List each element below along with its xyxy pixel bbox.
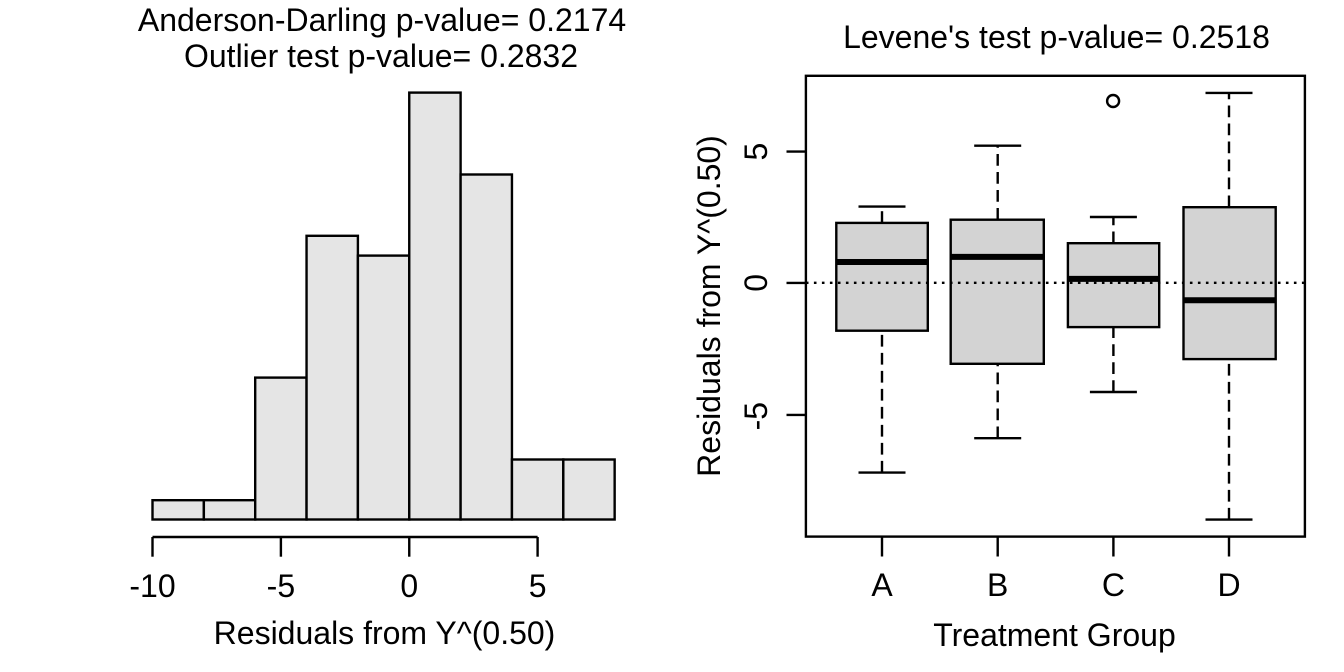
svg-text:D: D (1217, 567, 1240, 603)
svg-text:Anderson-Darling p-value= 0.21: Anderson-Darling p-value= 0.2174 (138, 2, 626, 38)
svg-text:Treatment Group: Treatment Group (933, 617, 1175, 653)
svg-text:5: 5 (738, 143, 774, 161)
svg-text:-5: -5 (267, 568, 295, 604)
svg-text:-10: -10 (129, 568, 175, 604)
svg-text:0: 0 (400, 568, 418, 604)
svg-text:Residuals from Y^(0.50): Residuals from Y^(0.50) (214, 615, 556, 651)
svg-text:5: 5 (529, 568, 547, 604)
svg-text:C: C (1102, 567, 1125, 603)
svg-text:0: 0 (738, 274, 774, 292)
svg-text:Levene's test p-value= 0.2518: Levene's test p-value= 0.2518 (843, 19, 1270, 55)
svg-text:A: A (871, 567, 893, 603)
svg-text:Outlier test p-value= 0.2832: Outlier test p-value= 0.2832 (184, 38, 578, 74)
svg-text:B: B (987, 567, 1008, 603)
svg-text:Residuals from Y^(0.50): Residuals from Y^(0.50) (691, 135, 727, 477)
svg-text:-5: -5 (738, 402, 774, 430)
